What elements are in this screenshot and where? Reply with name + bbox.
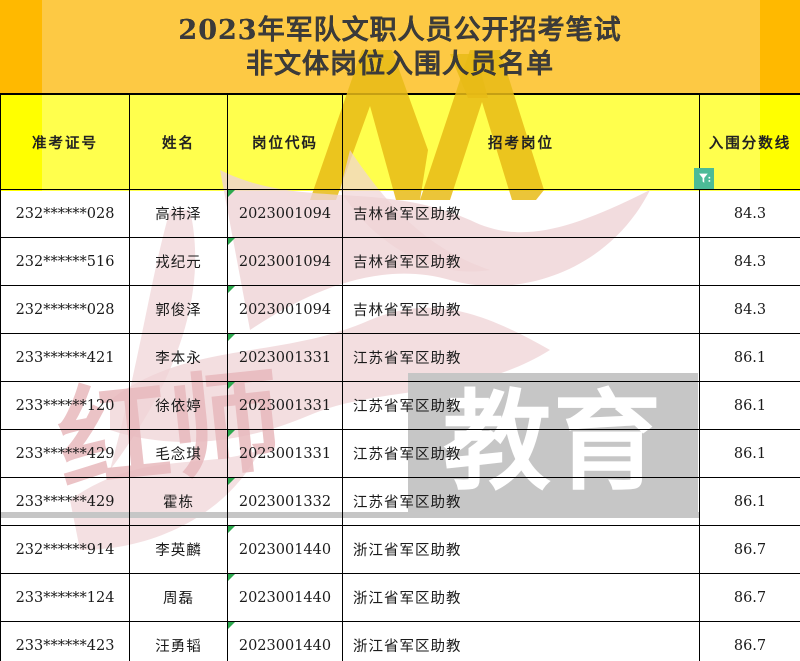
- page-title-line-1: 2023年军队文职人员公开招考笔试: [178, 15, 622, 47]
- results-table: 准考证号 姓名 岗位代码 招考岗位 入围分数线 232******028 高祎泽 2…: [0, 95, 800, 661]
- cell-post_code[interactable]: 2023001440: [227, 573, 343, 622]
- filter-icon: [698, 173, 710, 183]
- cell-exam_no[interactable]: 233******124: [0, 573, 130, 622]
- title-band-fill-left: [0, 0, 42, 93]
- cell-post_name[interactable]: 江苏省军区助教: [342, 477, 700, 526]
- cell-post_name[interactable]: 浙江省军区助教: [342, 573, 700, 622]
- cell-exam_no[interactable]: 232******914: [0, 525, 130, 574]
- table-row: 232******028 高祎泽 2023001094 吉林省军区助教 84.3: [0, 189, 800, 238]
- cell-name[interactable]: 徐依婷: [129, 381, 228, 430]
- cell-name[interactable]: 李本永: [129, 333, 228, 382]
- cell-post_code[interactable]: 2023001331: [227, 381, 343, 430]
- cell-cutoff[interactable]: 84.3: [699, 237, 800, 286]
- cell-exam_no[interactable]: 232******028: [0, 189, 130, 238]
- cell-cutoff[interactable]: 86.7: [699, 525, 800, 574]
- cell-cutoff[interactable]: 86.1: [699, 429, 800, 478]
- page-title-line-2: 非文体岗位入围人员名单: [246, 48, 554, 80]
- cell-cutoff[interactable]: 86.7: [699, 573, 800, 622]
- cell-post_code[interactable]: 2023001094: [227, 237, 343, 286]
- cell-post_name[interactable]: 江苏省军区助教: [342, 429, 700, 478]
- cell-name[interactable]: 高祎泽: [129, 189, 228, 238]
- cell-cutoff[interactable]: 86.1: [699, 477, 800, 526]
- page-title: 2023年军队文职人员公开招考笔试 非文体岗位入围人员名单: [0, 0, 800, 95]
- cell-name[interactable]: 郭俊泽: [129, 285, 228, 334]
- cell-post_code[interactable]: 2023001331: [227, 429, 343, 478]
- cell-post_code[interactable]: 2023001332: [227, 477, 343, 526]
- cell-cutoff[interactable]: 86.7: [699, 621, 800, 661]
- cell-post_code[interactable]: 2023001440: [227, 621, 343, 661]
- table-header-row: 准考证号 姓名 岗位代码 招考岗位 入围分数线: [0, 95, 800, 190]
- cell-cutoff[interactable]: 84.3: [699, 285, 800, 334]
- table-row: 233******423 汪勇韬 2023001440 浙江省军区助教 86.7: [0, 621, 800, 661]
- cell-name[interactable]: 汪勇韬: [129, 621, 228, 661]
- cell-cutoff[interactable]: 84.3: [699, 189, 800, 238]
- column-header-exam-no[interactable]: 准考证号: [0, 95, 130, 190]
- cell-post_name[interactable]: 浙江省军区助教: [342, 525, 700, 574]
- cell-post_code[interactable]: 2023001094: [227, 285, 343, 334]
- column-header-post-name[interactable]: 招考岗位: [342, 95, 700, 190]
- cell-exam_no[interactable]: 233******421: [0, 333, 130, 382]
- cell-exam_no[interactable]: 233******429: [0, 477, 130, 526]
- table-body: 232******028 高祎泽 2023001094 吉林省军区助教 84.3 232*…: [0, 189, 800, 661]
- table-row: 233******124 周磊 2023001440 浙江省军区助教 86.7: [0, 573, 800, 622]
- cell-post_name[interactable]: 吉林省军区助教: [342, 285, 700, 334]
- cell-name[interactable]: 毛念琪: [129, 429, 228, 478]
- column-header-post-code[interactable]: 岗位代码: [227, 95, 343, 190]
- cell-exam_no[interactable]: 232******028: [0, 285, 130, 334]
- cell-post_name[interactable]: 江苏省军区助教: [342, 333, 700, 382]
- filter-button[interactable]: [694, 168, 714, 189]
- column-header-name[interactable]: 姓名: [129, 95, 228, 190]
- cell-post_code[interactable]: 2023001094: [227, 189, 343, 238]
- cell-post_name[interactable]: 浙江省军区助教: [342, 621, 700, 661]
- cell-name[interactable]: 周磊: [129, 573, 228, 622]
- cell-name[interactable]: 李英麟: [129, 525, 228, 574]
- table-row: 233******429 毛念琪 2023001331 江苏省军区助教 86.1: [0, 429, 800, 478]
- table-row: 232******516 戎纪元 2023001094 吉林省军区助教 84.3: [0, 237, 800, 286]
- table-row: 233******120 徐依婷 2023001331 江苏省军区助教 86.1: [0, 381, 800, 430]
- cell-cutoff[interactable]: 86.1: [699, 381, 800, 430]
- column-header-cutoff[interactable]: 入围分数线: [699, 95, 800, 190]
- cell-post_code[interactable]: 2023001440: [227, 525, 343, 574]
- cell-post_name[interactable]: 吉林省军区助教: [342, 189, 700, 238]
- table-row: 232******028 郭俊泽 2023001094 吉林省军区助教 84.3: [0, 285, 800, 334]
- cell-exam_no[interactable]: 233******423: [0, 621, 130, 661]
- cell-post_name[interactable]: 吉林省军区助教: [342, 237, 700, 286]
- table-row: 232******914 李英麟 2023001440 浙江省军区助教 86.7: [0, 525, 800, 574]
- cell-exam_no[interactable]: 232******516: [0, 237, 130, 286]
- cell-exam_no[interactable]: 233******429: [0, 429, 130, 478]
- cell-cutoff[interactable]: 86.1: [699, 333, 800, 382]
- table-row: 233******429 霍栋 2023001332 江苏省军区助教 86.1: [0, 477, 800, 526]
- cell-name[interactable]: 霍栋: [129, 477, 228, 526]
- cell-exam_no[interactable]: 233******120: [0, 381, 130, 430]
- title-band-fill-right: [760, 0, 800, 93]
- cell-post_code[interactable]: 2023001331: [227, 333, 343, 382]
- cell-post_name[interactable]: 江苏省军区助教: [342, 381, 700, 430]
- cell-name[interactable]: 戎纪元: [129, 237, 228, 286]
- table-row: 233******421 李本永 2023001331 江苏省军区助教 86.1: [0, 333, 800, 382]
